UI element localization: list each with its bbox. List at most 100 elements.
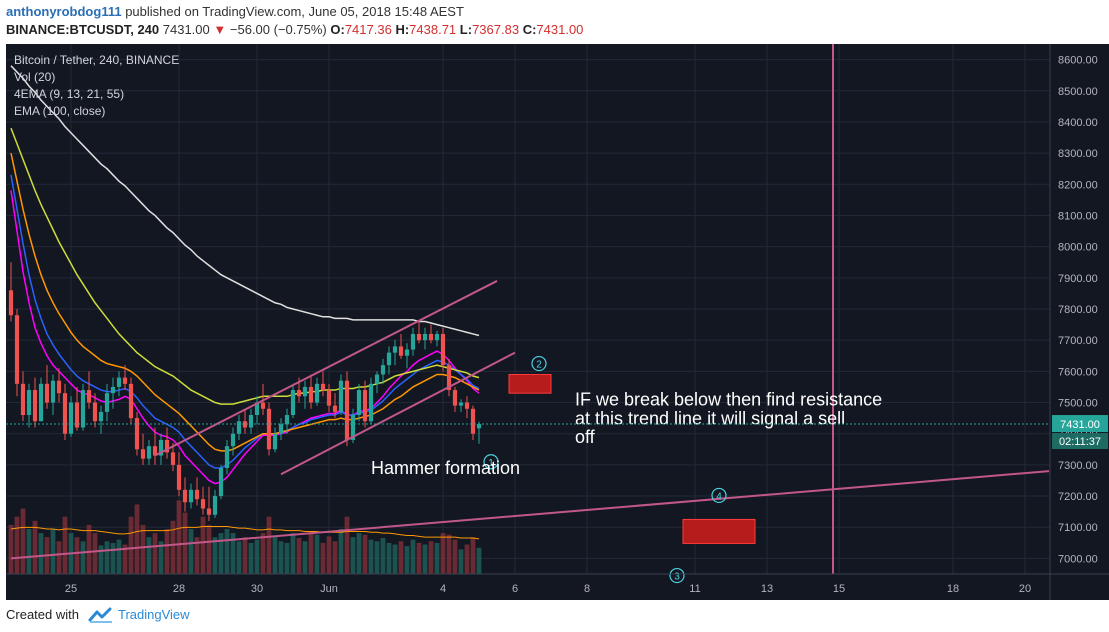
candle-body[interactable] [50, 380, 56, 403]
candle-body[interactable] [404, 349, 410, 356]
resistance-zone[interactable] [682, 518, 756, 544]
candle-body[interactable] [56, 380, 62, 394]
candle-body[interactable] [20, 383, 26, 415]
candle-body[interactable] [200, 499, 206, 509]
candle-body[interactable] [416, 333, 422, 341]
candle-body[interactable] [8, 290, 14, 316]
candle-body[interactable] [338, 380, 344, 412]
trend-line[interactable] [280, 351, 516, 476]
candle-body[interactable] [80, 390, 86, 428]
candle-body[interactable] [242, 421, 248, 428]
candle-body[interactable] [236, 421, 242, 434]
annotation-text[interactable]: off [575, 427, 596, 447]
candle-body[interactable] [458, 402, 464, 406]
candle-body[interactable] [296, 390, 302, 397]
candle-body[interactable] [140, 449, 146, 459]
candle-body[interactable] [62, 393, 68, 434]
candle-body[interactable] [332, 405, 338, 412]
y-tick-label: 7800.00 [1058, 304, 1098, 316]
candle-body[interactable] [260, 402, 266, 409]
candle-body[interactable] [428, 333, 434, 341]
marker-circle[interactable] [669, 567, 685, 584]
candle-body[interactable] [290, 390, 296, 415]
tradingview-logo-icon[interactable] [88, 606, 114, 624]
resistance-zone[interactable] [508, 373, 552, 394]
candle-body[interactable] [362, 390, 368, 422]
candle-body[interactable] [206, 508, 212, 515]
price-chart[interactable]: 1 2 4 3 Hammer formation IF we break below th… [6, 44, 1109, 600]
candle-body[interactable] [248, 415, 254, 428]
candle-body[interactable] [38, 383, 44, 422]
candle-body[interactable] [158, 439, 164, 456]
candle-body[interactable] [254, 402, 260, 415]
candle-body[interactable] [212, 496, 218, 515]
candle-body[interactable] [350, 415, 356, 440]
candle-body[interactable] [170, 452, 176, 465]
candle-body[interactable] [104, 393, 110, 412]
candle-body[interactable] [272, 433, 278, 450]
candle-body[interactable] [26, 390, 32, 415]
candle-body[interactable] [446, 365, 452, 391]
candle-body[interactable] [164, 439, 170, 453]
marker-circle[interactable] [711, 487, 727, 504]
candle-body[interactable] [434, 333, 440, 341]
candle-body[interactable] [464, 402, 470, 409]
candle-body[interactable] [278, 424, 284, 434]
candle-body[interactable] [32, 390, 38, 422]
candle-body[interactable] [374, 374, 380, 384]
candle-body[interactable] [146, 446, 152, 459]
candle-body[interactable] [410, 333, 416, 350]
annotation-text[interactable]: at this trend line it will signal a sell [575, 408, 845, 428]
candle-body[interactable] [440, 333, 446, 366]
marker-circle[interactable] [483, 454, 499, 470]
candle-body[interactable] [344, 380, 350, 440]
annotation-text[interactable]: Hammer formation [371, 458, 520, 478]
author-link[interactable]: anthonyrobdog111 [6, 4, 122, 19]
candle-body[interactable] [134, 418, 140, 450]
candle-body[interactable] [176, 464, 182, 490]
candle-body[interactable] [392, 346, 398, 353]
candle-body[interactable] [470, 408, 476, 434]
candle-body[interactable] [122, 377, 128, 384]
candle-body[interactable] [308, 386, 314, 403]
candle-body[interactable] [476, 424, 482, 429]
trend-line[interactable] [154, 280, 498, 457]
candle-body[interactable] [182, 489, 188, 503]
candle-body[interactable] [110, 386, 116, 394]
candle-body[interactable] [224, 446, 230, 468]
candle-body[interactable] [194, 489, 200, 500]
candle-body[interactable] [68, 402, 74, 434]
candle-body[interactable] [128, 383, 134, 419]
candle-body[interactable] [398, 346, 404, 356]
candle-body[interactable] [230, 433, 236, 447]
candle-body[interactable] [302, 386, 308, 397]
candle-body[interactable] [92, 402, 98, 422]
candle-body[interactable] [266, 408, 272, 450]
candle-body[interactable] [14, 315, 20, 384]
trend-line[interactable] [10, 470, 1050, 560]
candle-body[interactable] [86, 390, 92, 403]
candle-body[interactable] [368, 383, 374, 422]
candlesticks[interactable] [8, 262, 482, 521]
candle-body[interactable] [422, 333, 428, 341]
candle-body[interactable] [98, 411, 104, 422]
legend-ema100: EMA (100, close) [14, 104, 105, 118]
candle-body[interactable] [314, 383, 320, 403]
candle-body[interactable] [326, 390, 332, 406]
candle-body[interactable] [44, 383, 50, 403]
candle-body[interactable] [116, 377, 122, 387]
candle-body[interactable] [386, 352, 392, 366]
candle-body[interactable] [320, 383, 326, 391]
marker-circle[interactable] [531, 355, 547, 372]
candle-body[interactable] [380, 365, 386, 375]
tradingview-link[interactable]: TradingView [118, 607, 190, 622]
candle-body[interactable] [74, 402, 80, 428]
candle-body[interactable] [356, 390, 362, 415]
candle-body[interactable] [218, 468, 224, 497]
drawings[interactable]: 1 2 4 3 Hammer formation IF we break below th… [6, 44, 1050, 584]
annotation-text[interactable]: IF we break below then find resistance [575, 390, 882, 410]
candle-body[interactable] [284, 415, 290, 425]
candle-body[interactable] [152, 446, 158, 456]
candle-body[interactable] [188, 489, 194, 503]
candle-body[interactable] [452, 390, 458, 406]
